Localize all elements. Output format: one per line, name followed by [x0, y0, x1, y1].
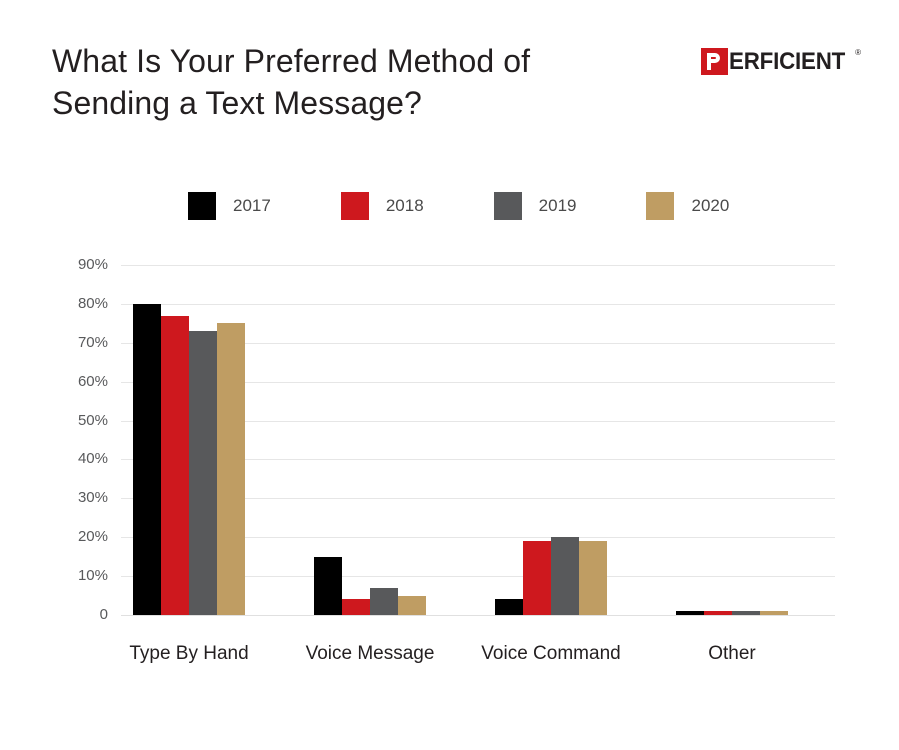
x-axis-label-other: Other	[708, 643, 756, 664]
gridline-60%	[121, 381, 835, 383]
gridline-50%	[121, 420, 835, 422]
legend-label-2018: 2018	[385, 196, 424, 215]
bar-2020-other[interactable]	[760, 611, 788, 615]
gridline-30%	[121, 498, 835, 500]
y-axis-tick-40%: 40%	[77, 450, 108, 468]
legend-item-2019[interactable]: 2019	[493, 192, 577, 220]
gridline-0	[121, 615, 835, 616]
bar-2017-other[interactable]	[676, 611, 704, 615]
x-axis-label-voice-command: Voice Command	[481, 643, 621, 664]
gridline-10%	[121, 576, 835, 578]
trademark-icon: ®	[855, 48, 861, 57]
bar-2019-voice-message[interactable]	[370, 587, 398, 615]
legend-label-2017: 2017	[233, 196, 271, 215]
bar-2018-voice-message[interactable]	[342, 599, 370, 615]
bar-2019-other[interactable]	[732, 611, 760, 615]
chart-legend: 2017 2018 2019 2020	[188, 192, 729, 220]
legend-item-2017[interactable]: 2017	[188, 192, 271, 220]
y-axis-tick-60%: 60%	[77, 372, 108, 390]
y-axis-tick-70%: 70%	[77, 333, 108, 351]
bar-2018-voice-command[interactable]	[523, 541, 551, 615]
legend-swatch-2018	[340, 192, 369, 220]
bar-2020-voice-message[interactable]	[398, 595, 426, 615]
y-axis-tick-20%: 20%	[77, 528, 108, 546]
legend-item-2020[interactable]: 2020	[646, 192, 729, 220]
y-axis-tick-90%: 90%	[77, 256, 108, 273]
title-line-1: What Is Your Preferred Method of	[52, 43, 531, 79]
perficient-wordmark: ERFICIENT	[729, 48, 846, 75]
gridline-20%	[121, 537, 835, 539]
bar-2019-voice-command[interactable]	[551, 537, 579, 615]
bar-2017-type-by-hand[interactable]	[133, 303, 161, 615]
gridline-40%	[121, 459, 835, 461]
perficient-logo: ERFICIENT ®	[701, 48, 861, 78]
y-axis-tick-0: 0	[99, 606, 108, 623]
bar-2020-voice-command[interactable]	[579, 541, 607, 615]
legend-item-2018[interactable]: 2018	[340, 192, 424, 220]
legend-label-2020: 2020	[691, 196, 730, 215]
legend-swatch-2020	[646, 192, 675, 220]
legend-label-2019: 2019	[538, 196, 577, 215]
legend-swatch-2019	[493, 192, 522, 220]
bar-2018-other[interactable]	[704, 611, 732, 615]
bar-2018-type-by-hand[interactable]	[161, 315, 189, 615]
legend-swatch-2017	[188, 192, 216, 220]
bar-2019-type-by-hand[interactable]	[189, 331, 217, 615]
bar-2017-voice-command[interactable]	[495, 599, 523, 615]
x-axis-label-type-by-hand: Type By Hand	[129, 643, 249, 664]
page-title: What Is Your Preferred Method of Sending…	[52, 40, 612, 124]
gridline-80%	[121, 303, 835, 305]
gridline-90%	[121, 265, 835, 266]
gridline-70%	[121, 342, 835, 344]
title-line-2: Sending a Text Message?	[52, 85, 422, 121]
bar-2020-type-by-hand[interactable]	[217, 323, 245, 615]
x-axis-label-voice-message: Voice Message	[305, 643, 435, 664]
y-axis-tick-80%: 80%	[77, 294, 108, 312]
y-axis-tick-10%: 10%	[77, 567, 108, 585]
x-axis-labels: Type By Hand Voice Message Voice Command Ot…	[0, 643, 899, 673]
y-axis-tick-30%: 30%	[77, 489, 108, 507]
perficient-p-mark-icon	[701, 48, 729, 75]
bar-2017-voice-message[interactable]	[314, 556, 342, 615]
y-axis-tick-50%: 50%	[77, 411, 108, 429]
